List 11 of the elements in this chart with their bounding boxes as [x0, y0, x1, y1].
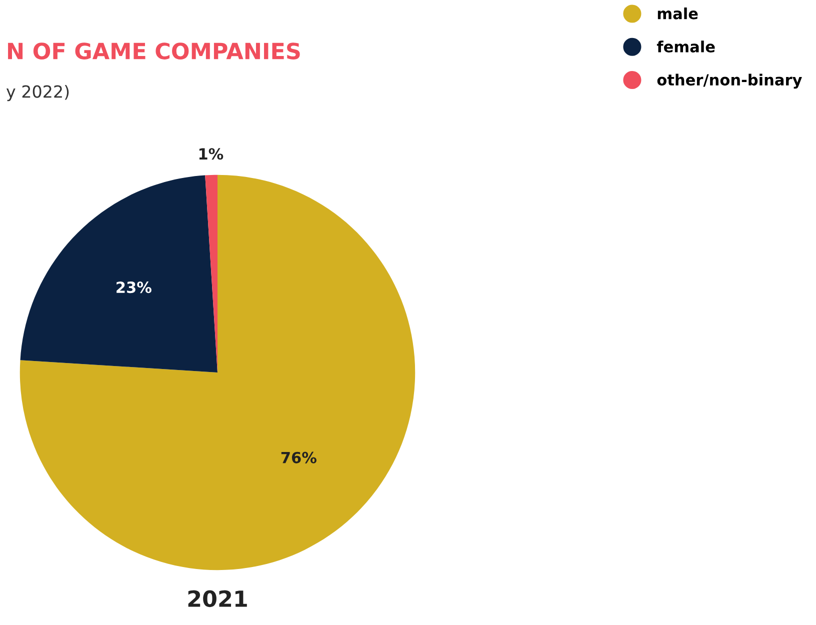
data-label: 76% — [281, 452, 316, 464]
data-label: 23% — [116, 282, 152, 294]
pie-slice — [20, 175, 218, 372]
text: N OF GAME COMPANIES — [8, 42, 300, 60]
legend-label: female — [656, 40, 715, 52]
pie-slice — [20, 174, 416, 570]
legend-label: other/non-binary — [657, 74, 802, 89]
data-label: 1% — [199, 148, 224, 160]
text: 2021 — [188, 590, 247, 608]
text: y 2022) — [6, 84, 69, 102]
legend-label: male — [658, 8, 698, 20]
